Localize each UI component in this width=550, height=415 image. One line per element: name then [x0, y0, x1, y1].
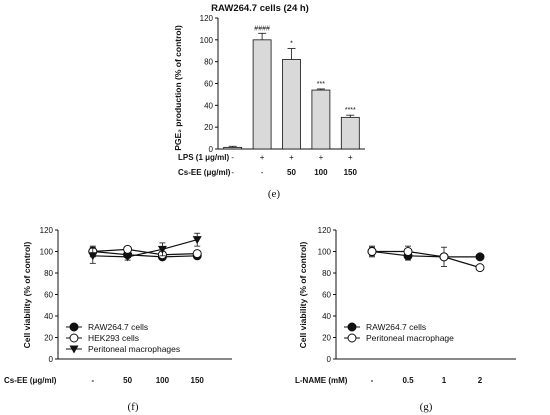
condition-value: -	[261, 168, 264, 177]
significance-marker: ####	[254, 25, 270, 32]
condition-value: 100	[314, 168, 328, 177]
condition-label: LPS (1 μg/ml)	[178, 153, 229, 162]
panel-f-line-chart: Cell viability (% of control) Cs-EE (μg/…	[4, 226, 232, 413]
data-point	[192, 249, 202, 259]
axes: 0 20 40 60 80 100 120	[200, 14, 365, 154]
bar	[311, 89, 331, 150]
plot-area: 0 20 40 60 80 100 120 - 50 100 150 RAW264.7 cellsHE…	[40, 226, 232, 385]
y-axis-label: Cell viability (% of control)	[22, 241, 32, 348]
data-point	[157, 245, 167, 254]
x-axis-label: L-NAME (mM)	[295, 376, 348, 385]
data-point	[69, 322, 79, 332]
x-axis-label: Cs-EE (μg/ml)	[4, 376, 57, 385]
x-tick-label: 0.5	[402, 376, 414, 385]
bars: ####********	[223, 25, 360, 150]
y-tick-label: 60	[204, 80, 213, 89]
condition-value: +	[260, 153, 265, 162]
legend-entry: RAW264.7 cells	[366, 322, 426, 332]
y-tick-label: 120	[200, 14, 214, 23]
y-tick-label: 40	[322, 312, 331, 321]
panel-e-bar-chart: RAW264.7 cells (24 h) PGE₂ production (%…	[173, 3, 365, 200]
x-tick-label: 100	[156, 376, 170, 385]
bar	[223, 146, 243, 150]
series-line	[372, 250, 481, 269]
y-tick-label: 120	[318, 226, 332, 235]
data-point	[475, 252, 485, 262]
x-tick-label: -	[91, 376, 94, 385]
series-line	[92, 250, 198, 258]
condition-value: +	[289, 153, 294, 162]
bar	[252, 39, 272, 150]
significance-marker: ****	[345, 107, 356, 114]
x-tick-label: 1	[442, 376, 447, 385]
condition-value: -	[231, 153, 234, 162]
panel-label: (f)	[128, 401, 139, 413]
series-line	[92, 239, 198, 258]
data-point	[69, 333, 79, 343]
y-tick-label: 100	[318, 248, 332, 257]
y-axis-label: Cell viability (% of control)	[298, 241, 308, 348]
y-axis-label: PGE₂ production (% of control)	[173, 25, 183, 151]
bar	[340, 116, 360, 150]
y-tick-label: 80	[322, 269, 331, 278]
y-tick-label: 40	[204, 101, 213, 110]
series-line	[371, 250, 480, 258]
plot-area: 0 20 40 60 80 100 120 - 0.5 1 2 RAW264.7 cellsPerit…	[318, 226, 516, 385]
x-tick-label: 50	[123, 376, 132, 385]
data-point	[69, 345, 79, 354]
y-tick-label: 20	[44, 334, 53, 343]
x-tick-label: 2	[478, 376, 483, 385]
y-tick-label: 0	[49, 355, 54, 364]
condition-label: Cs-EE (μg/ml)	[178, 168, 231, 177]
data-point	[123, 244, 133, 254]
y-tick-label: 60	[322, 291, 331, 300]
condition-value: 150	[344, 168, 358, 177]
data-point	[403, 247, 413, 256]
y-tick-label: 80	[44, 269, 53, 278]
data-point	[88, 252, 98, 261]
panel-label: (e)	[268, 188, 281, 200]
y-tick-label: 60	[44, 291, 53, 300]
condition-table: LPS (1 μg/ml) - + + + +Cs-EE (μg/ml) - -50 100 15…	[178, 153, 358, 177]
panel-g-line-chart: Cell viability (% of control) L-NAME (mM…	[295, 226, 516, 413]
data-point	[347, 322, 357, 332]
legend-entry: Peritoneal macrophages	[88, 344, 180, 354]
y-tick-label: 100	[40, 248, 54, 257]
condition-value: 50	[287, 168, 296, 177]
bar	[282, 59, 301, 150]
y-tick-label: 120	[40, 226, 54, 235]
data-point	[367, 247, 377, 256]
y-tick-label: 100	[200, 36, 214, 45]
data-point	[439, 252, 449, 262]
significance-marker: *	[290, 41, 293, 48]
legend-entry: RAW264.7 cells	[88, 322, 148, 332]
legend-entry: HEK293 cells	[88, 333, 139, 343]
chart-title: RAW264.7 cells (24 h)	[211, 3, 309, 14]
y-tick-label: 40	[44, 312, 53, 321]
condition-value: +	[348, 153, 353, 162]
condition-value: -	[231, 168, 234, 177]
data-point	[123, 253, 133, 262]
series-line	[92, 248, 198, 256]
condition-value: +	[319, 153, 324, 162]
x-tick-label: 150	[191, 376, 205, 385]
y-tick-label: 20	[204, 123, 213, 132]
y-tick-label: 0	[327, 355, 332, 364]
data-point	[192, 236, 202, 245]
x-tick-label: -	[371, 376, 374, 385]
data-point	[475, 263, 485, 273]
y-tick-label: 0	[209, 145, 214, 154]
legend-entry: Peritoneal macrophage	[366, 333, 454, 343]
significance-marker: ***	[317, 81, 325, 88]
y-tick-label: 80	[204, 58, 213, 67]
y-tick-label: 20	[322, 334, 331, 343]
panel-label: (g)	[420, 401, 433, 413]
data-point	[347, 333, 357, 343]
